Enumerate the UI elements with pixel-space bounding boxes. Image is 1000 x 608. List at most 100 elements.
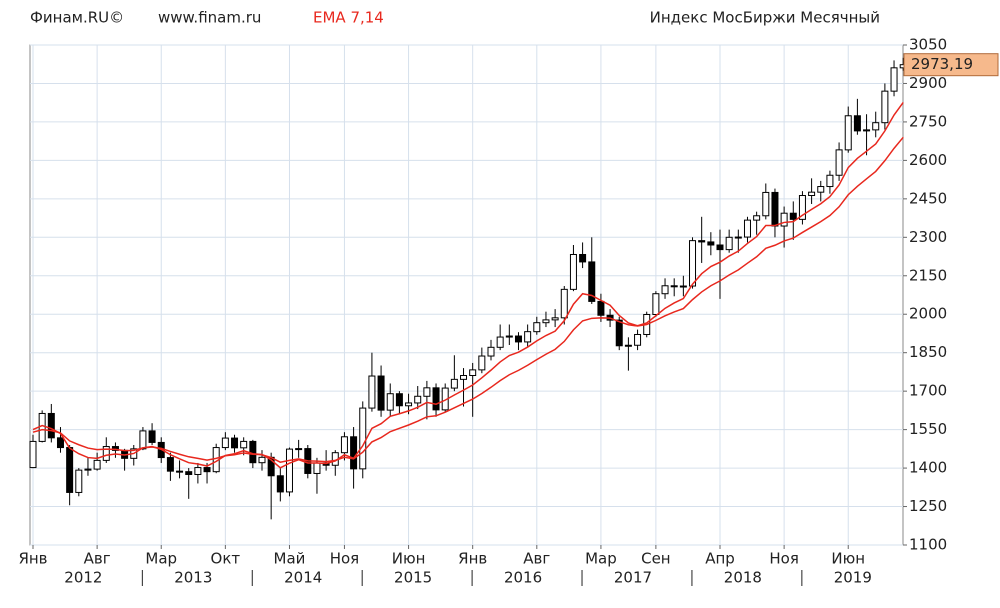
candle-body [285,448,293,493]
candle-body [29,440,37,469]
candle-body [707,241,715,246]
candle-body [221,437,229,449]
x-group-label: 2019 [834,569,872,587]
candle-body [194,467,202,475]
candle-body [368,375,376,409]
candle-body [56,437,64,449]
candle-body [569,253,577,290]
candle-body [652,293,660,315]
candle-body [38,412,46,442]
candle-body [111,446,119,451]
y-tick-label: 1850 [909,343,947,361]
y-tick-label: 2900 [909,74,947,92]
candle-body [340,436,348,454]
candle-body [725,236,733,251]
candle-body [734,236,742,239]
candle-body [780,212,788,227]
x-tick-label: Сен [641,550,671,568]
candle-body [588,261,596,302]
source: Финам.RU© [30,9,124,27]
y-tick-label: 2750 [909,112,947,130]
candle-body [789,212,797,220]
candle-body [670,285,678,288]
candle-body [423,387,431,397]
candle-body [93,459,101,470]
candle-body [560,288,568,319]
x-group-label: 2014 [284,569,322,587]
x-tick-label: Апр [705,550,735,568]
candle-body [240,440,248,449]
candle-body [514,335,522,343]
candle-body [542,319,550,324]
candle-body [689,240,697,287]
x-tick-label: Янв [458,550,487,568]
candle-body [432,387,440,411]
y-tick-label: 2450 [909,189,947,207]
x-group-label: 2015 [394,569,432,587]
candle-body [185,471,193,475]
ema-line [32,136,904,463]
candle-body [624,344,632,347]
y-tick-label: 1700 [909,382,947,400]
candle-body [395,393,403,407]
candle-body [231,437,239,449]
candle-body [533,322,541,333]
candle-body [524,331,532,343]
candle-body [679,285,687,288]
x-tick-label: Май [274,550,306,568]
candle-body [276,475,284,493]
candle-body [817,186,825,193]
candle-body [551,317,559,321]
candle-body [890,67,898,92]
candle-body [872,122,880,131]
x-tick-label: Авг [84,550,111,568]
candle-body [881,90,889,124]
candle-body [771,191,779,227]
chart-title: Индекс МосБиржи Месячный [650,9,880,27]
candle-body [414,395,422,404]
x-tick-label: Авг [523,550,550,568]
y-tick-label: 1400 [909,459,947,477]
candle-body [47,412,55,439]
candle-body [313,462,321,474]
candle-body [615,319,623,347]
candle-body [798,195,806,220]
x-tick-label: Июн [831,550,865,568]
candle-body [753,215,761,221]
candle-body [863,129,871,132]
candle-body [579,253,587,263]
candle-body [460,375,468,380]
candle-body [661,285,669,295]
y-tick-label: 2150 [909,266,947,284]
plot-area [29,44,904,546]
candle-body [762,191,770,217]
candle-body [597,300,605,316]
candle-body [487,346,495,357]
candle-body [66,447,74,493]
candle-body [176,470,184,473]
url: www.finam.ru [158,9,261,27]
x-tick-label: Янв [18,550,47,568]
ema-line [32,101,904,469]
candle-body [808,191,816,197]
candle-body [84,468,92,471]
x-group-label: 2016 [504,569,542,587]
x-tick-label: Ноя [330,550,359,568]
candle-body [505,335,513,338]
x-group-label: 2012 [64,569,102,587]
indicator: EMA 7,14 [313,9,384,27]
candle-body [359,407,367,470]
y-tick-label: 1250 [909,497,947,515]
candle-body [826,174,834,188]
y-tick-label: 2600 [909,151,947,169]
candle-body [102,446,110,461]
candle-body [835,149,843,176]
candle-body [743,219,751,238]
candle-body [75,469,83,493]
x-tick-label: Мар [585,550,617,568]
candle-body [496,336,504,348]
candle-body [377,375,385,411]
candle-body [478,355,486,371]
candle-body [698,240,706,243]
